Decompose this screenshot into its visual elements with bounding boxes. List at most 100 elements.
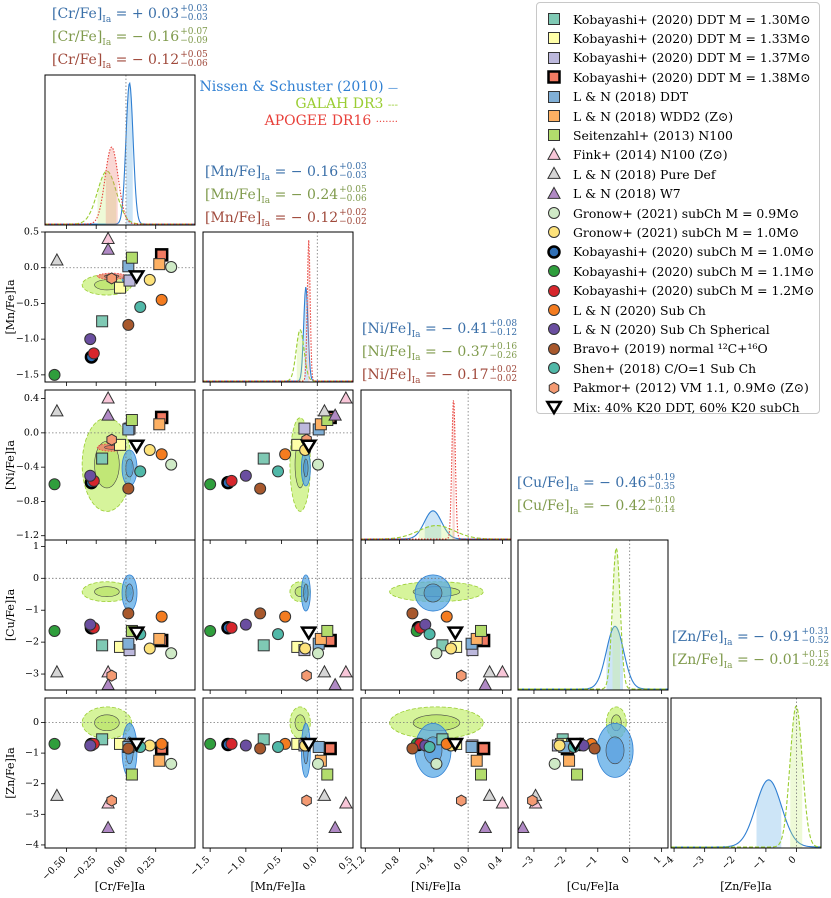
legend-marker-downtriangle — [543, 397, 565, 417]
annotation-ni-0: [Ni/Fe]Ia = − 0.41 +0.08 −0.12 — [362, 320, 517, 344]
model-point-0 — [96, 452, 109, 465]
legend-marker-circle — [543, 281, 565, 301]
panel-frame — [44, 539, 196, 691]
legend-item-11: Gronow+ (2021) subCh M = 1.0M⊙ — [543, 222, 799, 242]
model-point-11 — [143, 642, 156, 655]
series-label-style: ······· — [375, 117, 398, 128]
y-axis-label-ni: [Ni/Fe]Ia — [4, 440, 17, 490]
legend-glyph — [547, 147, 561, 160]
x-tick-label: −1 — [582, 854, 600, 872]
model-point-7 — [495, 795, 510, 809]
panel-frame — [670, 697, 822, 849]
annotation-ni-2: [Ni/Fe]Ia = − 0.17 +0.02 −0.02 — [362, 366, 517, 390]
legend-label: Pakmor+ (2012) VM 1.1, 0.9M⊙ (Z⊙) — [573, 380, 809, 396]
x-tick-label: 0.0 — [301, 854, 319, 872]
legend-marker-circle — [543, 242, 565, 262]
annotation-element: [Ni/Fe] — [362, 344, 412, 360]
annotation-subscript: Ia — [723, 660, 733, 671]
hist-shade-galah — [790, 706, 803, 848]
legend-marker-circle — [543, 222, 565, 242]
series-label-style: — — [388, 83, 398, 94]
model-point-10 — [430, 647, 443, 660]
hist-line-apogee — [203, 240, 353, 382]
legend-glyph — [548, 90, 560, 103]
legend-glyph — [548, 284, 560, 297]
model-point-8 — [50, 664, 64, 678]
legend-item-12: Kobayashi+ (2020) subCh M = 1.0M⊙ — [543, 242, 814, 262]
y-tick-label: −0.8 — [16, 496, 39, 507]
contour-inner-galah — [94, 586, 120, 597]
panel-mn-ni — [203, 390, 353, 540]
hist-line-galah — [45, 170, 195, 225]
panel-ni-cu — [361, 540, 511, 690]
model-point-6 — [571, 768, 584, 781]
contour-inner-nissen — [303, 458, 309, 478]
model-point-4 — [465, 740, 478, 753]
legend-marker-square — [543, 87, 565, 107]
model-point-8 — [482, 664, 497, 678]
model-point-10 — [548, 757, 561, 770]
legend-item-19: Pakmor+ (2012) VM 1.1, 0.9M⊙ (Z⊙) — [543, 378, 809, 398]
model-point-8 — [317, 403, 332, 417]
model-point-20 — [127, 626, 146, 642]
x-tick-label: −0.25 — [70, 854, 98, 882]
legend-item-17: Bravo+ (2019) normal ¹²C+¹⁶O — [543, 339, 768, 359]
model-point-10 — [165, 757, 178, 770]
hist-shade-apogee — [308, 240, 310, 382]
annotation-value: = + 0.03 — [111, 6, 180, 22]
x-tick-label: 0.00 — [105, 854, 128, 877]
model-point-13 — [48, 368, 61, 381]
annotation-zn-1: [Zn/Fe]Ia = − 0.01 +0.15 −0.24 — [672, 651, 829, 675]
y-tick-label: −1.5 — [16, 369, 39, 380]
series-label-2: APOGEE DR16 ······· — [265, 113, 398, 129]
panel-cr-mn — [45, 232, 195, 382]
legend-label: L & N (2018) Pure Def — [573, 166, 716, 182]
hist-shade-galah — [296, 329, 304, 382]
x-tick-label: −0.50 — [40, 854, 68, 882]
legend-label: Gronow+ (2021) subCh M = 1.0M⊙ — [573, 224, 800, 240]
model-point-9 — [101, 820, 115, 834]
panel-frame — [360, 539, 512, 691]
legend-glyph — [548, 265, 560, 278]
panel-frame — [517, 697, 669, 849]
model-point-6 — [125, 251, 138, 264]
x-tick-label: −2 — [720, 854, 738, 872]
model-point-10 — [165, 458, 178, 471]
annotation-element: [Ni/Fe] — [362, 321, 412, 337]
model-point-18 — [134, 301, 147, 313]
x-tick-label: −0.4 — [412, 854, 436, 878]
annotation-errors: +0.03 −0.03 — [339, 162, 367, 181]
model-point-7 — [338, 664, 353, 678]
legend-glyph — [548, 362, 560, 375]
x-tick-label: −0.8 — [378, 854, 402, 878]
model-point-8 — [317, 664, 332, 678]
legend-label: L & N (2020) Sub Ch — [573, 302, 706, 318]
annotation-subscript: Ia — [411, 352, 421, 363]
model-point-10 — [312, 647, 324, 660]
legend-glyph — [547, 70, 561, 84]
model-point-6 — [321, 768, 334, 781]
model-point-5 — [153, 754, 166, 767]
panel-frame — [44, 231, 196, 383]
model-point-6 — [125, 414, 138, 426]
model-point-20 — [127, 439, 146, 455]
annotation-subscript: Ia — [261, 195, 271, 206]
model-point-16 — [84, 618, 97, 631]
contour-outer-nissen — [414, 574, 452, 612]
model-point-11 — [553, 739, 566, 752]
model-point-1 — [114, 281, 126, 294]
panel-frame — [44, 697, 196, 849]
annotation-value: = − 0.91 — [732, 629, 801, 645]
model-point-8 — [317, 788, 332, 801]
model-point-5 — [563, 754, 576, 767]
model-point-20 — [299, 737, 318, 753]
contour-inner-nissen — [125, 583, 134, 603]
model-point-16 — [84, 333, 97, 346]
panel-frame — [517, 539, 669, 691]
model-point-8 — [50, 788, 64, 801]
annotation-value: = − 0.12 — [111, 52, 180, 68]
y-tick-label: −2 — [25, 637, 39, 648]
annotation-value: = − 0.16 — [111, 29, 180, 45]
legend-glyph — [548, 342, 560, 355]
model-point-15 — [155, 293, 168, 306]
